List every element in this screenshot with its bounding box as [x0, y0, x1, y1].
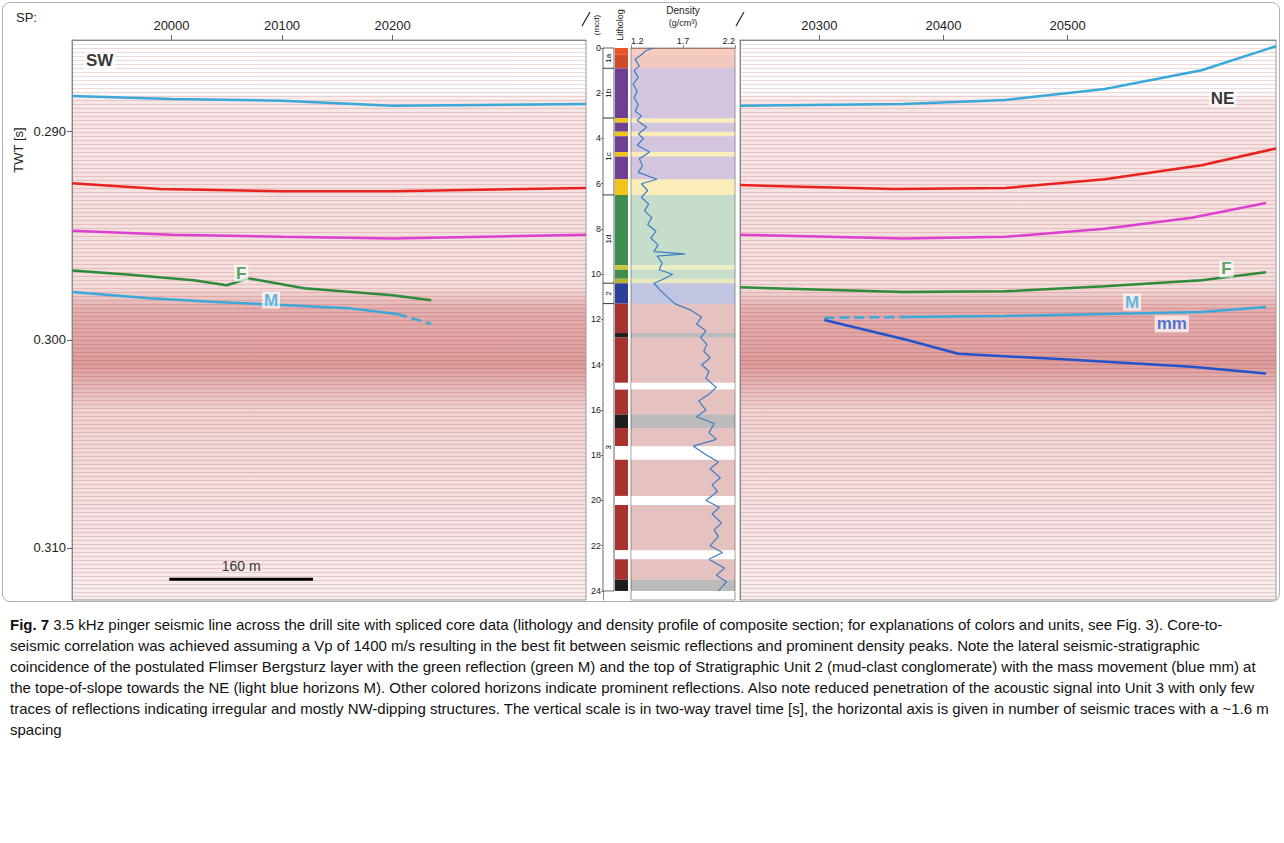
svg-text:18: 18: [591, 450, 601, 460]
svg-text:0.300: 0.300: [33, 332, 66, 347]
svg-text:8: 8: [596, 224, 601, 234]
svg-text:20: 20: [591, 495, 601, 505]
svg-text:2.2: 2.2: [722, 36, 735, 46]
svg-text:1.7: 1.7: [677, 36, 690, 46]
svg-text:10: 10: [591, 269, 601, 279]
svg-text:F: F: [236, 264, 246, 283]
svg-text:SW: SW: [86, 51, 114, 70]
svg-text:0.290: 0.290: [33, 124, 66, 139]
svg-text:1a: 1a: [604, 53, 613, 62]
svg-text:2: 2: [596, 88, 601, 98]
svg-text:0.310: 0.310: [33, 540, 66, 555]
svg-text:4: 4: [596, 133, 601, 143]
svg-text:160 m: 160 m: [222, 558, 261, 574]
svg-text:3: 3: [604, 445, 613, 450]
svg-text:F: F: [1221, 259, 1231, 278]
svg-text:Density: Density: [666, 5, 699, 16]
svg-text:20300: 20300: [801, 18, 837, 33]
svg-text:1d: 1d: [604, 235, 613, 244]
svg-text:14: 14: [591, 360, 601, 370]
svg-text:1c: 1c: [604, 152, 613, 160]
svg-text:M: M: [264, 291, 278, 310]
svg-text:24: 24: [591, 586, 601, 596]
svg-text:2: 2: [604, 291, 613, 296]
svg-text:(mcd): (mcd): [592, 14, 601, 35]
svg-text:Litholog: Litholog: [615, 9, 625, 41]
svg-text:20000: 20000: [153, 18, 189, 33]
svg-text:20400: 20400: [925, 18, 961, 33]
svg-text:(g/cm³): (g/cm³): [669, 18, 698, 28]
svg-text:SP:: SP:: [16, 10, 37, 25]
svg-text:0: 0: [596, 43, 601, 53]
svg-text:20200: 20200: [374, 18, 410, 33]
svg-text:TWT [s]: TWT [s]: [11, 127, 26, 172]
svg-text:1b: 1b: [604, 88, 613, 97]
svg-text:mm: mm: [1157, 314, 1187, 333]
html-text:Fig. 7 3.5 kHz pinger seismic: Fig. 7 3.5 kHz pinger seismic line acros…: [10, 616, 1269, 738]
svg-text:NE: NE: [1211, 89, 1235, 108]
svg-text:20500: 20500: [1049, 18, 1085, 33]
svg-text:6: 6: [596, 179, 601, 189]
svg-text:M: M: [1125, 293, 1139, 312]
svg-text:22: 22: [591, 541, 601, 551]
svg-text:16: 16: [591, 405, 601, 415]
svg-text:12: 12: [591, 314, 601, 324]
svg-text:20100: 20100: [264, 18, 300, 33]
svg-text:1.2: 1.2: [631, 36, 644, 46]
